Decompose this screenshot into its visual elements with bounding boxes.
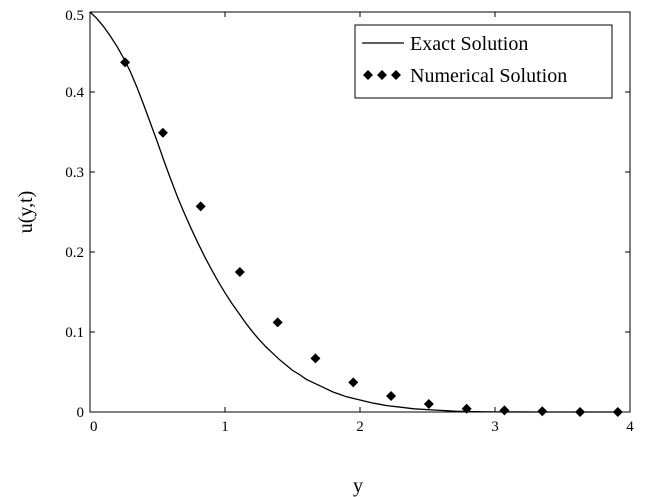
y-tick-label: 0	[77, 405, 85, 421]
data-point-numerical	[348, 377, 359, 388]
x-tick-label: 1	[221, 419, 229, 435]
y-axis-label: u(y,t)	[15, 191, 37, 234]
data-point-numerical	[234, 267, 245, 277]
data-point-numerical	[575, 407, 586, 417]
legend-diamond-icon	[377, 70, 387, 80]
data-point-numerical	[195, 201, 206, 212]
x-axis-label: y	[353, 475, 363, 497]
legend: Exact Solution Numerical Solution	[354, 24, 613, 99]
data-point-numerical	[423, 399, 434, 409]
series-layer	[89, 11, 623, 417]
data-point-numerical	[272, 317, 283, 328]
legend-label-numerical: Numerical Solution	[410, 65, 567, 87]
y-tick-label: 0.1	[65, 325, 84, 341]
y-tick-label: 0.3	[65, 165, 84, 181]
x-tick-label: 4	[626, 419, 634, 435]
x-tick-label: 2	[356, 419, 364, 435]
data-point-numerical	[310, 353, 321, 364]
legend-label-exact: Exact Solution	[410, 33, 528, 55]
axis-ticks	[89, 11, 631, 413]
x-tick-label: 3	[491, 419, 499, 435]
data-point-numerical	[461, 403, 472, 414]
y-tick-label: 0.5	[65, 8, 84, 24]
tick-labels: 0 1 2 3 4 0 0.1 0.2 0.3 0.4 0.5	[65, 8, 634, 435]
y-tick-label: 0.4	[65, 85, 84, 101]
data-point-numerical	[120, 57, 131, 68]
y-tick-label: 0.2	[65, 245, 84, 261]
data-point-numerical	[386, 391, 397, 401]
data-point-numerical	[499, 405, 510, 416]
legend-box	[354, 24, 613, 99]
data-point-numerical	[157, 127, 168, 138]
data-point-numerical	[612, 407, 623, 417]
legend-diamond-icon	[363, 70, 373, 80]
series-line-exact-solution	[89, 11, 621, 413]
x-tick-label: 0	[90, 419, 98, 435]
legend-diamond-icon	[391, 70, 401, 80]
legend-marker-swatch	[363, 70, 401, 80]
data-point-numerical	[537, 406, 548, 417]
